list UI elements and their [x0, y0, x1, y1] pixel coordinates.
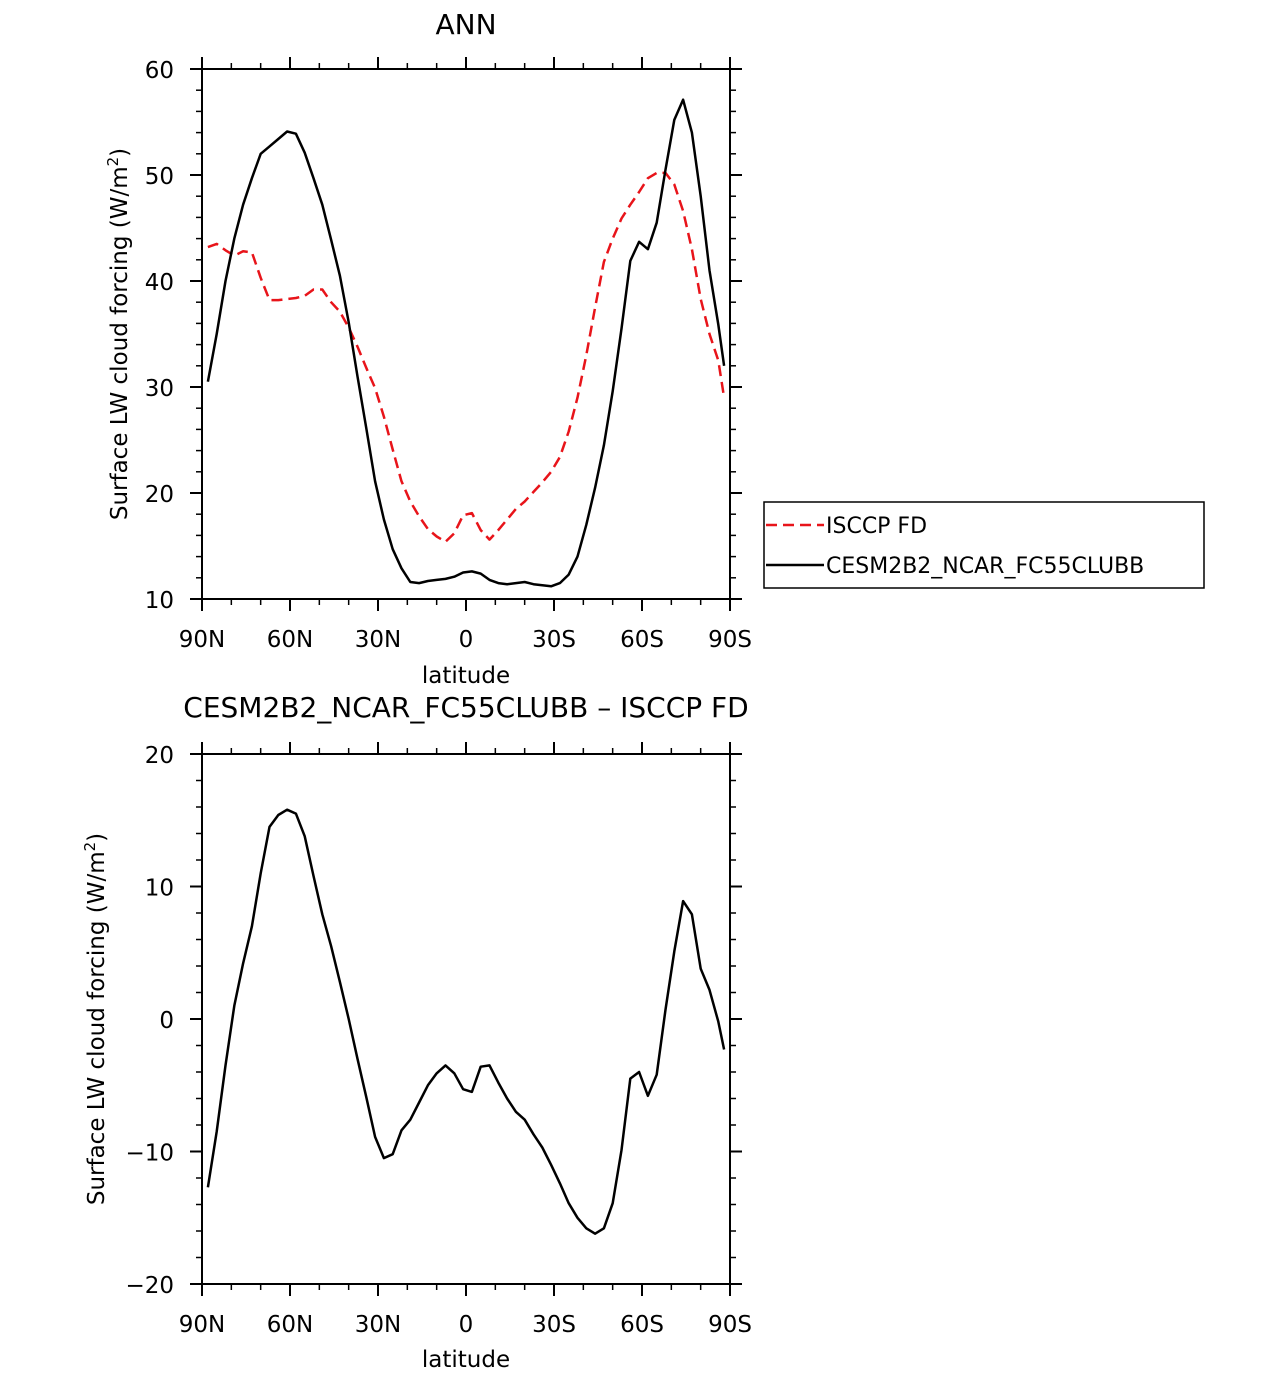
top-series-line-first [207, 171, 726, 544]
bottom-plot-frame [201, 753, 731, 1285]
top-x-tick-label: 60N [267, 627, 313, 653]
top-x-tick-label: 0 [459, 627, 474, 653]
bottom-y-tick-label: 0 [159, 1008, 174, 1034]
bottom-y-tick-labels: −20 −10 0 10 20 [125, 743, 174, 1299]
bottom-x-tick-label: 90N [179, 1312, 225, 1338]
bottom-x-tick-label: 60N [267, 1312, 313, 1338]
bottom-x-tick-label: 0 [459, 1312, 474, 1338]
top-series-line-second [206, 98, 726, 588]
bottom-chart-title: CESM2B2_NCAR_FC55CLUBB – ISCCP FD [183, 691, 748, 724]
bottom-x-tick-labels: 90N 60N 30N 0 30S 60S 90S [179, 1312, 752, 1338]
bottom-series-group [206, 808, 726, 1235]
top-x-tick-label: 30N [355, 627, 401, 653]
legend-box [763, 501, 1205, 589]
top-y-tick-label: 50 [145, 164, 174, 190]
top-y-tick-label: 10 [145, 588, 174, 614]
top-x-tick-label: 90S [708, 627, 752, 653]
bottom-x-tick-label: 90S [708, 1312, 752, 1338]
bottom-series-line-first [206, 808, 726, 1235]
top-y-tick-labels: 10 20 30 40 50 60 [145, 58, 174, 614]
bottom-chart-panel: CESM2B2_NCAR_FC55CLUBB – ISCCP FD 90N 60N… [81, 691, 752, 1373]
top-x-tick-label: 30S [532, 627, 576, 653]
top-y-tick-label: 20 [145, 482, 174, 508]
top-y-tick-label: 60 [145, 58, 174, 84]
top-x-tick-label: 90N [179, 627, 225, 653]
top-x-axis-label: latitude [422, 663, 510, 689]
top-x-tick-label: 60S [620, 627, 664, 653]
legend-label-cesm: CESM2B2_NCAR_FC55CLUBB [826, 554, 1144, 579]
top-chart-panel: ANN 90N 60N 30N 0 30S 60S 90S 10 20 30 40 50 60 lat… [104, 8, 1205, 689]
bottom-x-axis-label: latitude [422, 1347, 510, 1373]
top-plot-frame [201, 68, 731, 600]
legend-label-isccp: ISCCP FD [826, 514, 927, 539]
top-chart-title: ANN [435, 8, 496, 41]
bottom-y-axis-label: Surface LW cloud forcing (W/m2) [81, 833, 110, 1205]
top-y-tick-label: 40 [145, 270, 174, 296]
top-y-axis-label: Surface LW cloud forcing (W/m2) [104, 148, 133, 520]
bottom-x-tick-label: 60S [620, 1312, 664, 1338]
top-series-group [206, 98, 726, 588]
bottom-y-tick-label: −10 [125, 1141, 174, 1167]
bottom-y-tick-label: 10 [145, 876, 174, 902]
bottom-y-tick-label: 20 [145, 743, 174, 769]
bottom-x-tick-label: 30N [355, 1312, 401, 1338]
bottom-tick-group [190, 742, 742, 1296]
legend: ISCCP FD CESM2B2_NCAR_FC55CLUBB [763, 501, 1205, 589]
top-x-tick-labels: 90N 60N 30N 0 30S 60S 90S [179, 627, 752, 653]
bottom-y-tick-label: −20 [125, 1273, 174, 1299]
top-tick-group [190, 57, 742, 611]
bottom-x-tick-label: 30S [532, 1312, 576, 1338]
top-y-tick-label: 30 [145, 376, 174, 402]
